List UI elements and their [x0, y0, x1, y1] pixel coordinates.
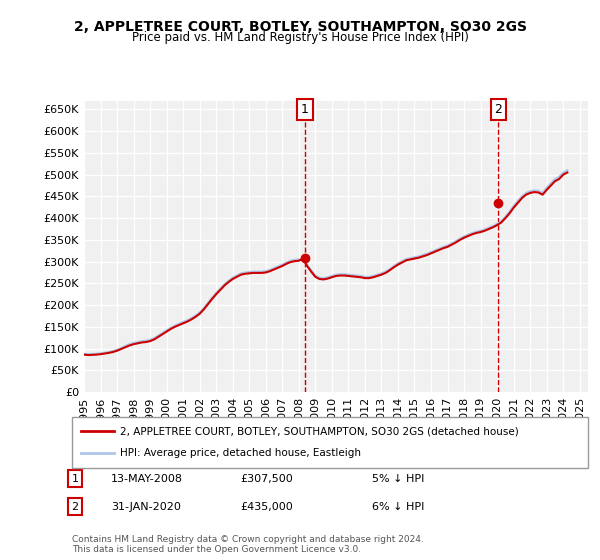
Text: 1: 1	[301, 103, 309, 116]
Text: 5% ↓ HPI: 5% ↓ HPI	[372, 474, 424, 484]
Text: Price paid vs. HM Land Registry's House Price Index (HPI): Price paid vs. HM Land Registry's House …	[131, 31, 469, 44]
Text: 2, APPLETREE COURT, BOTLEY, SOUTHAMPTON, SO30 2GS (detached house): 2, APPLETREE COURT, BOTLEY, SOUTHAMPTON,…	[120, 426, 519, 436]
Text: £435,000: £435,000	[240, 502, 293, 512]
Text: 13-MAY-2008: 13-MAY-2008	[111, 474, 183, 484]
Text: 2, APPLETREE COURT, BOTLEY, SOUTHAMPTON, SO30 2GS: 2, APPLETREE COURT, BOTLEY, SOUTHAMPTON,…	[74, 20, 527, 34]
Text: 2: 2	[71, 502, 79, 512]
Text: 1: 1	[71, 474, 79, 484]
Text: 31-JAN-2020: 31-JAN-2020	[111, 502, 181, 512]
Text: £307,500: £307,500	[240, 474, 293, 484]
Text: Contains HM Land Registry data © Crown copyright and database right 2024.
This d: Contains HM Land Registry data © Crown c…	[72, 535, 424, 554]
Text: 2: 2	[494, 103, 502, 116]
Text: HPI: Average price, detached house, Eastleigh: HPI: Average price, detached house, East…	[120, 449, 361, 459]
Text: 6% ↓ HPI: 6% ↓ HPI	[372, 502, 424, 512]
